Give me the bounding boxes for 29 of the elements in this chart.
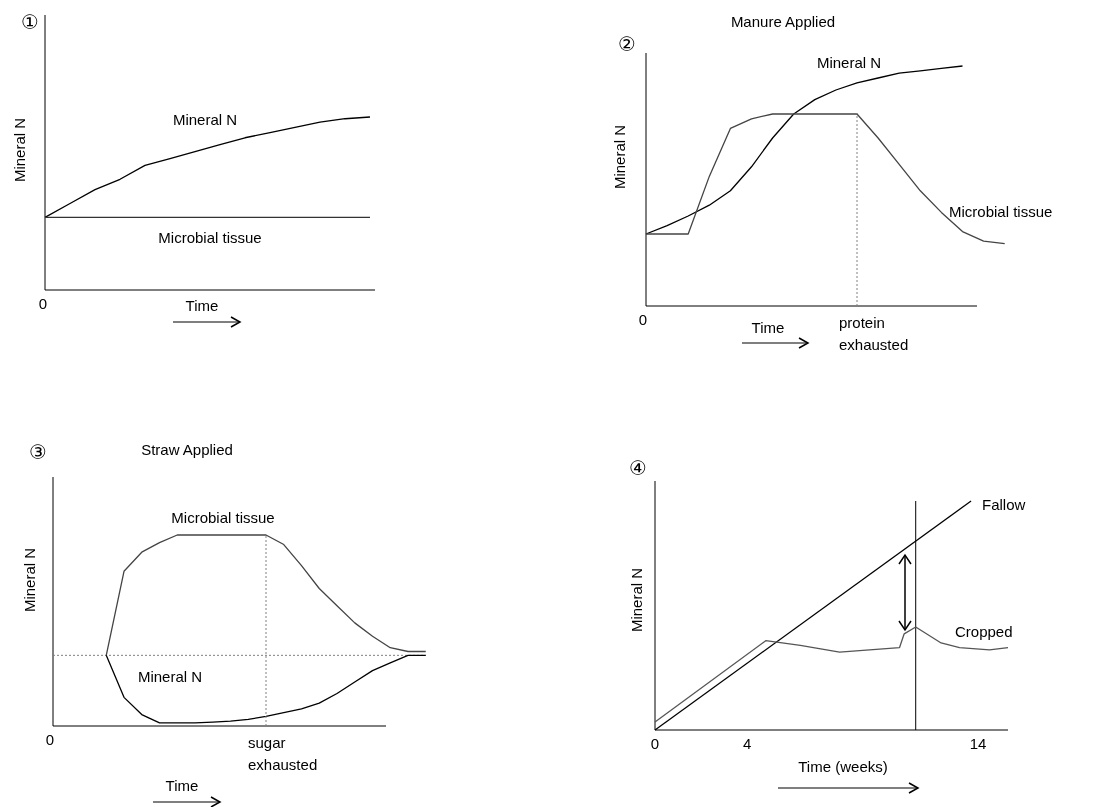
x-tick-label: 14 [969, 735, 987, 752]
y-axis-title: Mineral N [628, 567, 645, 633]
x-axis-title: Time (weeks) [798, 758, 888, 775]
x-tick-label: 4 [743, 735, 752, 752]
y-axis-title: Mineral N [611, 124, 628, 190]
chart-title: Manure Applied [730, 13, 836, 30]
chart-title: Straw Applied [141, 441, 233, 458]
series-label: Microbial tissue [171, 509, 275, 526]
x-axis-title: Time [185, 297, 219, 314]
y-axis-title: Mineral N [21, 547, 38, 613]
text: ② [618, 32, 636, 56]
text: ③ [29, 440, 47, 464]
y-axis-title: Mineral N [11, 117, 28, 183]
text: ④ [629, 456, 647, 480]
text: protein exhausted [839, 314, 909, 353]
series-label: Microbial tissue [158, 229, 262, 246]
series-label: Microbial tissue [949, 203, 1053, 220]
series-label: Fallow [982, 496, 1026, 513]
text: ① [21, 10, 39, 34]
text: 0 [38, 295, 48, 312]
text: 0 [638, 311, 648, 328]
x-axis-title: Time [165, 777, 199, 794]
series-label: Cropped [955, 623, 1013, 640]
series-label: Mineral N [172, 111, 238, 128]
x-tick-label: 0 [650, 735, 660, 752]
x-axis-title: Time [751, 319, 785, 336]
series-label: Mineral N [137, 668, 203, 685]
text: sugar exhausted [248, 734, 318, 773]
series-label: Mineral N [816, 54, 882, 71]
